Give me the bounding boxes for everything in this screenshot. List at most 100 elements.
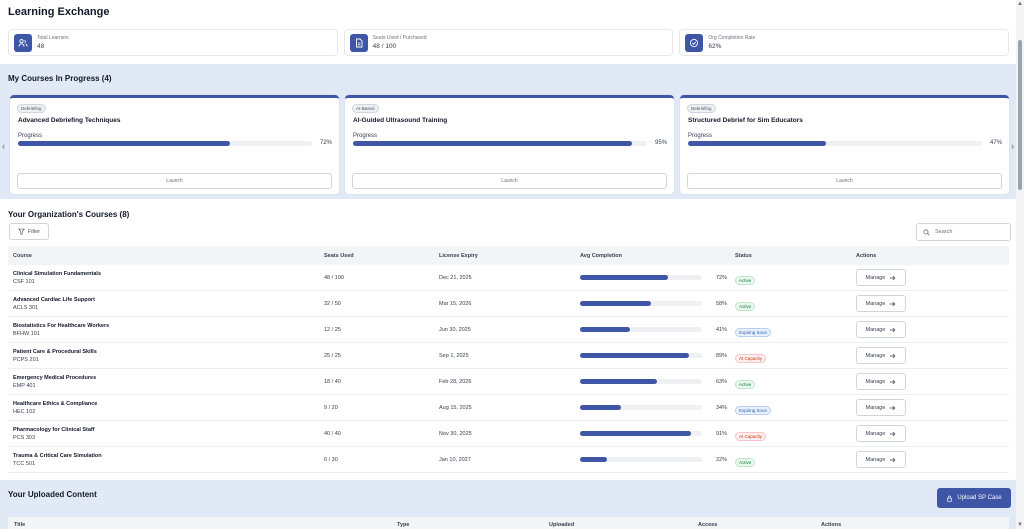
status-cell: At Capacity <box>730 425 851 443</box>
col-actions: Actions <box>821 522 842 528</box>
carousel-next-icon[interactable]: › <box>1011 141 1014 151</box>
seats-used: 32 / 50 <box>324 300 341 307</box>
manage-label: Manage <box>865 274 886 281</box>
status-badge: Active <box>735 301 756 311</box>
carousel-prev-icon[interactable]: ‹ <box>2 141 5 151</box>
course-name: Structured Debrief for Sim Educators <box>688 117 803 124</box>
page-scrollbar[interactable]: ▲ ▼ <box>1016 0 1024 529</box>
scroll-up-icon[interactable]: ▲ <box>1017 1 1023 7</box>
manage-button[interactable]: Manage <box>856 321 906 338</box>
status-badge: At Capacity <box>735 353 767 363</box>
status-badge: Expiring Soon <box>735 327 772 337</box>
launch-button[interactable]: Launch <box>687 173 1002 189</box>
course-cell: Pharmacology for Clinical Staff PCS 303 <box>8 426 317 442</box>
manage-label: Manage <box>865 430 886 437</box>
stat-value: 62% <box>708 42 722 50</box>
status-cell: Active <box>730 451 851 469</box>
filter-icon <box>17 228 25 235</box>
progress-fill <box>353 141 633 146</box>
scroll-down-icon[interactable]: ▼ <box>1017 522 1023 528</box>
course-name: Pharmacology for Clinical Staff <box>13 426 95 433</box>
status-cell: At Capacity <box>730 347 851 365</box>
course-code: CSF 101 <box>13 278 35 285</box>
upload-sp-case-button[interactable]: Upload SP Case <box>937 488 1011 508</box>
course-code: EMP 401 <box>13 382 36 389</box>
completion-bar <box>580 431 702 436</box>
completion-fill <box>580 379 657 384</box>
course-card: Debriefing Advanced Debriefing Technique… <box>10 95 339 194</box>
status-cell: Expiring Soon <box>730 321 851 339</box>
progress-percent: 72% <box>319 140 332 146</box>
status-badge: Active <box>735 457 756 467</box>
manage-button[interactable]: Manage <box>856 373 906 390</box>
completion-bar <box>580 301 702 306</box>
stat-value: 48 / 100 <box>372 42 397 50</box>
search-icon <box>923 228 930 236</box>
manage-button[interactable]: Manage <box>856 425 906 442</box>
manage-label: Manage <box>865 352 886 359</box>
launch-button[interactable]: Launch <box>17 173 332 189</box>
table-row: Patient Care & Procedural Skills PCPS 201… <box>8 343 1009 369</box>
actions-cell: Manage <box>851 425 1009 442</box>
manage-button[interactable]: Manage <box>856 451 906 468</box>
seats-used: 40 / 40 <box>324 430 341 437</box>
progress-label: Progress <box>688 133 713 139</box>
progress-bar <box>353 141 647 146</box>
status-badge: Active <box>735 379 756 389</box>
avg-completion-cell: 41% <box>575 327 730 333</box>
manage-button[interactable]: Manage <box>856 295 906 312</box>
license-expiry: Mar 15, 2026 <box>439 300 472 307</box>
completion-fill <box>580 353 689 358</box>
search-input[interactable] <box>935 229 1005 235</box>
table-header: Course Seats Used License Expiry Avg Com… <box>8 246 1009 265</box>
course-code: TCC 501 <box>13 460 36 467</box>
avg-completion-cell: 22% <box>575 457 730 463</box>
license-expiry: Jun 30, 2025 <box>439 326 471 333</box>
actions-cell: Manage <box>851 321 1009 338</box>
license-expiry: Aug 15, 2025 <box>439 404 472 411</box>
status-badge: At Capacity <box>735 431 767 441</box>
avg-completion-cell: 58% <box>575 301 730 307</box>
status-cell: Active <box>730 373 851 391</box>
completion-bar <box>580 379 702 384</box>
progress-bar <box>688 141 982 146</box>
arrow-right-icon <box>890 431 896 436</box>
actions-cell: Manage <box>851 373 1009 390</box>
status-badge: Expiring Soon <box>735 405 772 415</box>
seats-used: 48 / 100 <box>324 274 344 281</box>
completion-percent: 41% <box>716 326 728 333</box>
course-code: HEC 102 <box>13 408 36 415</box>
launch-button[interactable]: Launch <box>352 173 667 189</box>
manage-button[interactable]: Manage <box>856 269 906 286</box>
completion-bar <box>580 275 702 280</box>
manage-label: Manage <box>865 404 886 411</box>
col-status: Status <box>735 252 752 259</box>
manage-button[interactable]: Manage <box>856 399 906 416</box>
courses-in-progress-section: My Courses In Progress (4) ‹ › Debriefin… <box>0 64 1016 199</box>
course-cell: Advanced Cardiac Life Support ACLS 301 <box>8 296 317 312</box>
completion-fill <box>580 457 607 462</box>
completion-fill <box>580 405 622 410</box>
manage-button[interactable]: Manage <box>856 347 906 364</box>
manage-label: Manage <box>865 326 886 333</box>
progress-label: Progress <box>18 133 43 139</box>
search-field[interactable] <box>916 223 1011 241</box>
progress-percent: 95% <box>654 140 667 146</box>
avg-completion-cell: 63% <box>575 379 730 385</box>
course-cell: Emergency Medical Procedures EMP 401 <box>8 374 317 390</box>
filter-button[interactable]: Filter <box>9 223 49 240</box>
table-body: Clinical Simulation Fundamentals CSF 101 4… <box>8 265 1009 473</box>
col-expiry: License Expiry <box>439 252 478 259</box>
scrollbar-thumb[interactable] <box>1018 40 1022 190</box>
col-title: Title <box>14 522 26 528</box>
license-expiry: Dec 21, 2025 <box>439 274 472 281</box>
course-cell: Biostatistics For Healthcare Workers BFHW… <box>8 322 317 338</box>
completion-bar <box>580 327 702 332</box>
stat-label: Org Completion Rate <box>708 34 756 41</box>
course-tag: Debriefing <box>687 104 716 113</box>
section-title: My Courses In Progress (4) <box>8 74 112 83</box>
section-title: Your Uploaded Content <box>8 490 97 499</box>
course-cards: Debriefing Advanced Debriefing Technique… <box>10 95 1009 194</box>
progress-label: Progress <box>353 133 378 139</box>
actions-cell: Manage <box>851 295 1009 312</box>
